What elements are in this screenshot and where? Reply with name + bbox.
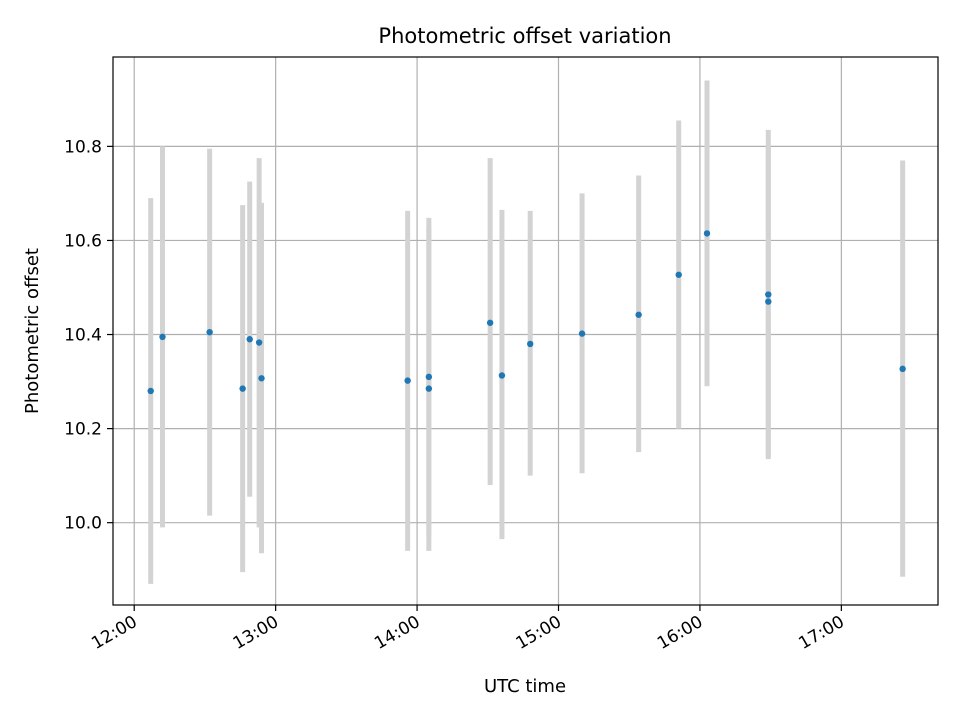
data-point bbox=[246, 336, 253, 343]
x-axis-label: UTC time bbox=[484, 676, 566, 697]
data-point bbox=[765, 291, 772, 298]
data-point bbox=[765, 298, 772, 305]
data-point bbox=[703, 230, 711, 237]
data-point bbox=[635, 311, 642, 318]
data-point bbox=[578, 330, 586, 337]
point-layer bbox=[147, 230, 906, 395]
data-point bbox=[675, 271, 682, 278]
y-tick-label: 10.4 bbox=[64, 326, 102, 346]
data-point bbox=[425, 373, 433, 381]
grid-layer bbox=[113, 57, 938, 605]
data-point bbox=[239, 385, 246, 392]
data-point bbox=[255, 339, 263, 346]
data-point bbox=[425, 385, 433, 392]
data-point bbox=[527, 340, 534, 348]
y-tick-label: 10.8 bbox=[64, 137, 102, 157]
y-tick-label: 10.2 bbox=[64, 420, 102, 440]
data-point bbox=[258, 375, 265, 382]
data-point bbox=[899, 365, 906, 373]
y-tick-label: 10.0 bbox=[64, 514, 102, 534]
y-axis-label: Photometric offset bbox=[22, 248, 43, 414]
data-point bbox=[147, 387, 154, 395]
y-tick-label: 10.6 bbox=[64, 231, 102, 251]
data-point bbox=[206, 328, 213, 336]
chart-title: Photometric offset variation bbox=[378, 24, 671, 48]
plot-frame bbox=[112, 56, 939, 606]
data-point bbox=[498, 372, 506, 379]
data-point bbox=[159, 333, 166, 341]
data-point bbox=[404, 377, 411, 384]
data-point bbox=[486, 319, 494, 326]
